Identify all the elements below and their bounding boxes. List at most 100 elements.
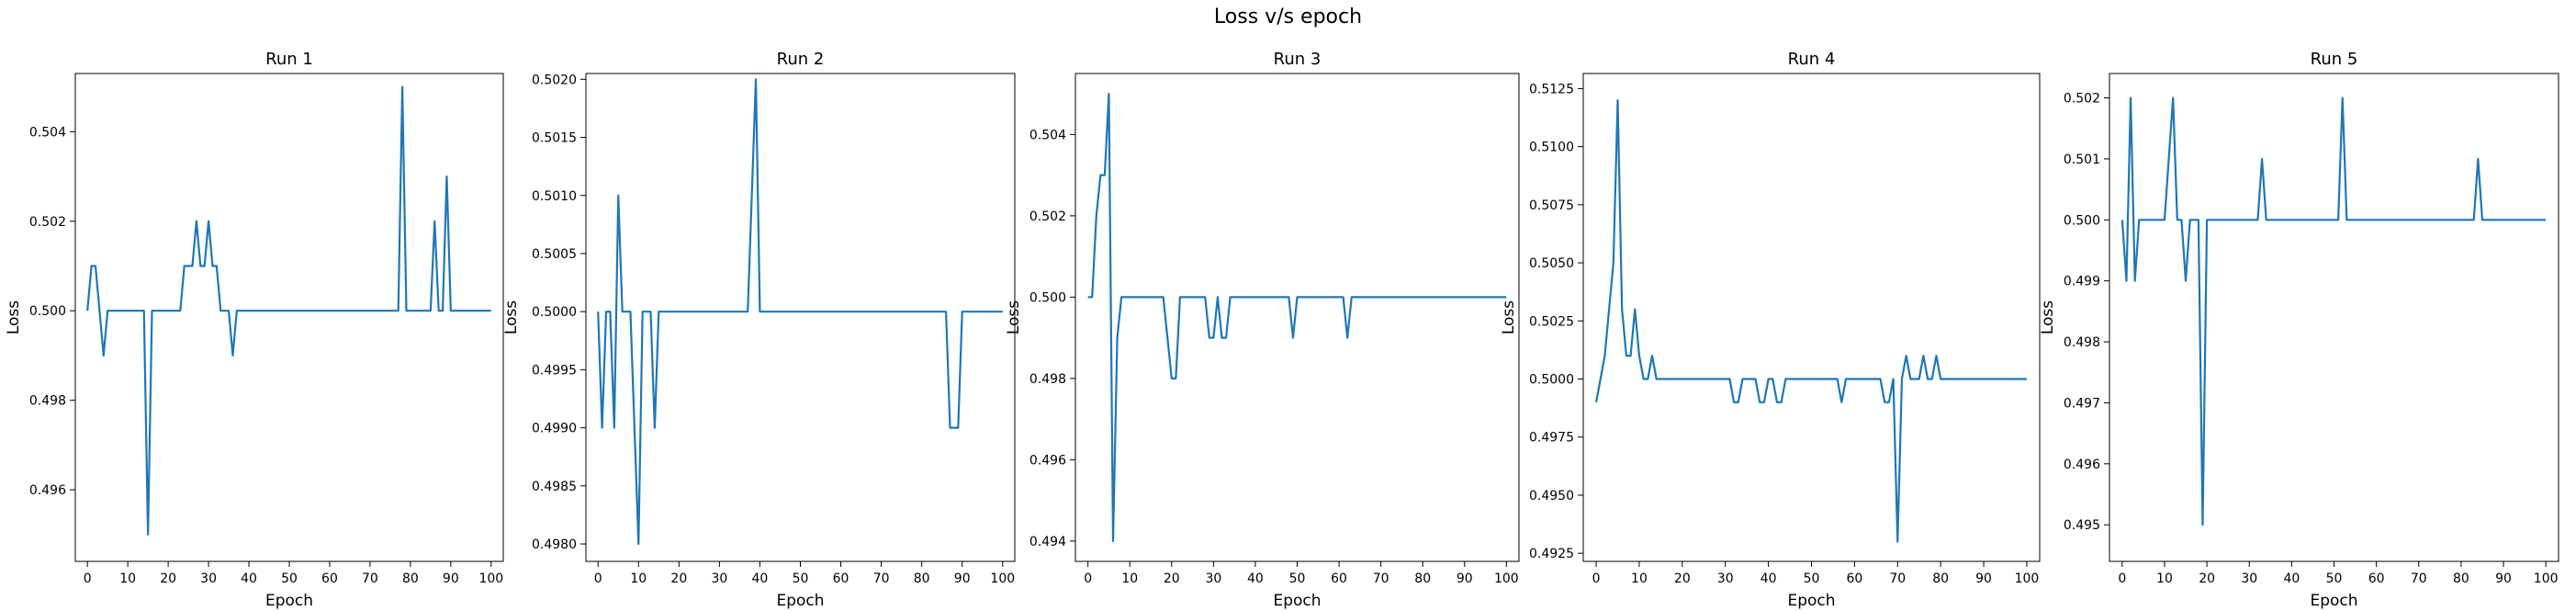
y-axis-label: Loss (5, 300, 23, 334)
x-axis-label: Epoch (265, 592, 313, 610)
x-tick-label: 30 (1717, 571, 1734, 586)
x-tick-label: 50 (281, 571, 298, 586)
y-tick-label: 0.502 (1029, 209, 1066, 224)
x-tick-label: 60 (321, 571, 338, 586)
chart-title: Run 2 (777, 50, 825, 69)
y-tick-label: 0.504 (1029, 128, 1066, 142)
chart-panel-1: Run 1 0 10 20 30 40 50 60 70 80 90 100 0.496 0.498 0.5… (5, 50, 504, 610)
y-tick-label: 0.5000 (1529, 373, 1574, 388)
chart-title: Run 1 (265, 50, 313, 69)
plot-frame (2109, 73, 2559, 562)
x-tick-label: 0 (1084, 571, 1092, 586)
y-tick-label: 0.498 (29, 394, 66, 409)
x-tick-label: 10 (2156, 571, 2173, 586)
y-tick-label: 0.5050 (1529, 256, 1574, 271)
y-tick-label: 0.4925 (1529, 547, 1574, 561)
y-axis-label: Loss (1500, 300, 1518, 334)
x-tick-label: 100 (2015, 571, 2040, 586)
y-tick-label: 0.4950 (1529, 489, 1574, 504)
chart-title: Run 3 (1274, 50, 1322, 69)
x-tick-label: 60 (833, 571, 849, 586)
x-tick-label: 80 (914, 571, 930, 586)
y-tick-label: 0.499 (2064, 275, 2100, 289)
x-tick-label: 30 (200, 571, 217, 586)
loss-line (1087, 93, 1507, 542)
x-tick-label: 20 (670, 571, 687, 586)
x-tick-label: 90 (2495, 571, 2512, 586)
x-tick-label: 100 (990, 571, 1015, 586)
y-tick-label: 0.497 (2064, 396, 2100, 411)
x-tick-label: 100 (1494, 571, 1519, 586)
y-tick-label: 0.5100 (1529, 141, 1574, 155)
y-tick-label: 0.4990 (532, 422, 577, 436)
x-tick-label: 0 (2118, 571, 2126, 586)
x-tick-label: 20 (1164, 571, 1180, 586)
x-tick-label: 80 (1932, 571, 1949, 586)
x-tick-label: 100 (2534, 571, 2559, 586)
x-tick-label: 50 (793, 571, 809, 586)
x-tick-label: 20 (160, 571, 176, 586)
x-tick-label: 70 (362, 571, 378, 586)
y-tick-label: 0.4985 (532, 480, 577, 494)
x-tick-label: 60 (1846, 571, 1862, 586)
loss-line (86, 85, 491, 536)
loss-line (2120, 96, 2547, 526)
x-tick-label: 20 (1674, 571, 1691, 586)
y-tick-label: 0.496 (2064, 458, 2100, 472)
y-tick-label: 0.5000 (532, 305, 577, 320)
x-tick-label: 80 (1414, 571, 1431, 586)
figure-title: Loss v/s epoch (1213, 6, 1363, 28)
y-tick-label: 0.5015 (532, 131, 577, 146)
y-tick-label: 0.494 (1029, 535, 1066, 549)
x-tick-label: 50 (1804, 571, 1820, 586)
loss-line (1594, 98, 2027, 543)
y-tick-label: 0.502 (29, 215, 66, 230)
chart-title: Run 4 (1788, 50, 1836, 69)
x-tick-label: 40 (2283, 571, 2300, 586)
plot-frame (1582, 73, 2041, 562)
y-tick-label: 0.500 (1029, 290, 1066, 305)
y-tick-label: 0.496 (29, 483, 66, 498)
x-tick-label: 0 (84, 571, 92, 586)
x-tick-label: 60 (1331, 571, 1347, 586)
y-tick-label: 0.502 (2064, 92, 2100, 107)
chart-title: Run 5 (2311, 50, 2358, 69)
y-tick-label: 0.5010 (532, 189, 577, 204)
x-axis-label: Epoch (1787, 592, 1835, 610)
x-tick-label: 50 (1289, 571, 1306, 586)
y-tick-label: 0.4975 (1529, 431, 1574, 446)
x-tick-label: 80 (2453, 571, 2469, 586)
x-tick-label: 40 (752, 571, 769, 586)
x-tick-label: 30 (2241, 571, 2257, 586)
x-tick-label: 10 (1121, 571, 1138, 586)
x-tick-label: 80 (402, 571, 419, 586)
y-tick-label: 0.498 (1029, 372, 1066, 387)
plot-frame (1074, 73, 1520, 562)
x-tick-label: 10 (630, 571, 647, 586)
x-tick-label: 60 (2368, 571, 2385, 586)
loss-line (597, 78, 1003, 546)
chart-panel-4: Run 4 0 10 20 30 40 50 60 70 80 90 100 0.4925 0.4950 0… (1500, 50, 2041, 610)
x-axis-label: Epoch (776, 592, 824, 610)
y-tick-label: 0.500 (29, 304, 66, 319)
y-tick-label: 0.5020 (532, 73, 577, 87)
y-tick-label: 0.495 (2064, 518, 2100, 533)
y-tick-label: 0.501 (2064, 153, 2100, 167)
x-tick-label: 20 (2199, 571, 2215, 586)
y-axis-label: Loss (2039, 300, 2057, 334)
x-tick-label: 30 (1205, 571, 1221, 586)
x-tick-label: 90 (1457, 571, 1473, 586)
x-tick-label: 40 (1247, 571, 1264, 586)
x-tick-label: 10 (119, 571, 136, 586)
x-tick-label: 40 (1760, 571, 1777, 586)
x-tick-label: 0 (594, 571, 602, 586)
y-tick-label: 0.504 (29, 125, 66, 140)
y-tick-label: 0.500 (2064, 213, 2100, 228)
y-tick-label: 0.5025 (1529, 314, 1574, 329)
x-tick-label: 90 (443, 571, 459, 586)
x-tick-label: 70 (1373, 571, 1389, 586)
x-tick-label: 40 (241, 571, 257, 586)
y-tick-label: 0.4995 (532, 363, 577, 378)
